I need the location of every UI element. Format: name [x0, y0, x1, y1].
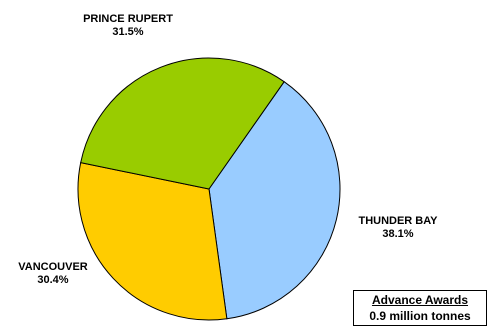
slice-label-vancouver: VANCOUVER	[18, 261, 88, 273]
slice-value-thunder-bay: 38.1%	[382, 228, 413, 240]
pie-slice-vancouver	[77, 162, 228, 321]
slice-value-vancouver: 30.4%	[37, 274, 68, 286]
pie-slice-thunder-bay	[208, 80, 341, 320]
advance-awards-tonnes: 0.9 million tonnes	[369, 309, 471, 323]
advance-awards-box: Advance Awards 0.9 million tonnes	[353, 290, 487, 326]
slice-value-prince-rupert: 31.5%	[112, 26, 143, 38]
advance-awards-title: Advance Awards	[371, 293, 469, 307]
pie-slice-prince-rupert	[80, 57, 285, 190]
slice-label-thunder-bay: THUNDER BAY	[358, 215, 438, 227]
slice-label-prince-rupert: PRINCE RUPERT	[83, 13, 173, 25]
